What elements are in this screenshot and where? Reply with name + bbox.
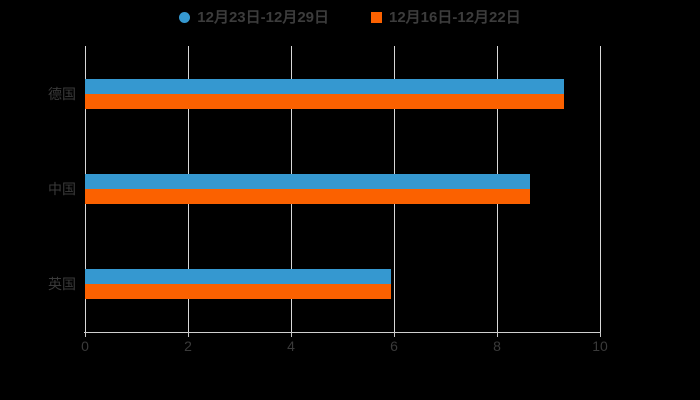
x-tick-label-2: 4 [287, 338, 295, 354]
bar-2-1[interactable] [85, 284, 392, 300]
legend-item-1[interactable]: 12月16日-12月22日 [371, 10, 521, 25]
x-tick-label-3: 6 [390, 338, 398, 354]
bar-2-0[interactable] [85, 269, 392, 285]
y-axis-tick-label-0: 德国 [48, 85, 76, 102]
bar-1-1[interactable] [85, 189, 531, 204]
plot-area: 0 2 4 6 8 10 [81, 46, 608, 353]
x-axis-line [84, 332, 600, 333]
y-axis-tick-label-1: 中国 [48, 181, 76, 197]
x-tick-mark-2 [291, 332, 292, 337]
legend-swatch-circle-icon [179, 11, 191, 23]
chart-legend: 12月23日-12月29日 12月16日-12月22日 [0, 6, 700, 28]
bar-1-0[interactable] [85, 174, 531, 189]
x-tick-label-1: 2 [184, 338, 192, 354]
x-tick-label-0: 0 [81, 338, 89, 354]
x-tick-mark-5 [600, 332, 601, 337]
gridline-5 [600, 46, 601, 332]
legend-label-0: 12月23日-12月29日 [197, 8, 329, 26]
x-tick-mark-3 [394, 332, 395, 337]
legend-swatch-square-icon [371, 11, 382, 23]
legend-item-0[interactable]: 12月23日-12月29日 [179, 10, 329, 25]
bar-0-0[interactable] [85, 78, 564, 94]
x-tick-mark-1 [188, 332, 189, 337]
x-tick-mark-0 [85, 332, 86, 337]
legend-label-1: 12月16日-12月22日 [389, 8, 521, 26]
y-axis-tick-label-2: 英国 [48, 276, 76, 293]
x-tick-label-4: 8 [493, 338, 501, 354]
x-tick-mark-4 [497, 332, 498, 337]
bar-0-1[interactable] [85, 93, 564, 109]
y-axis-labels: 德国 中国 英国 [0, 46, 80, 332]
x-tick-label-5: 10 [592, 338, 608, 354]
